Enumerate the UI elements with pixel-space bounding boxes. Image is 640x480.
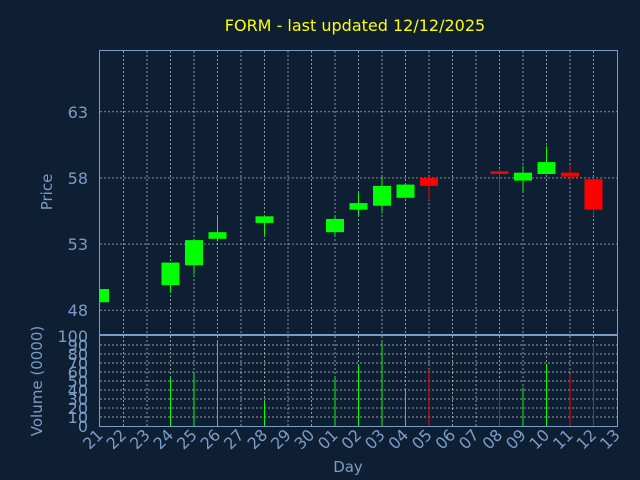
price-axis-ticks: 48 53 58 63 — [68, 103, 88, 320]
candle-body — [561, 172, 579, 177]
volume-tick-label: 100 — [57, 327, 88, 346]
candle-body — [255, 216, 274, 223]
x-tick-label: 13 — [596, 425, 624, 453]
candle-body — [396, 184, 415, 198]
price-panel: 48 53 58 63 Price — [38, 50, 618, 335]
price-tick-label: 63 — [68, 103, 88, 122]
candle-body — [326, 218, 344, 233]
volume-tick-label: 0 — [78, 417, 88, 436]
volume-tick-label: 20 — [68, 399, 88, 418]
volume-bars — [170, 342, 594, 426]
candle-body — [490, 171, 509, 174]
candle-body — [185, 240, 203, 266]
volume-tick-label: 90 — [68, 336, 88, 355]
volume-tick-label: 70 — [68, 354, 88, 373]
volume-panel-frame — [99, 335, 618, 427]
volume-tick-label: 30 — [68, 390, 88, 409]
price-panel-frame — [99, 50, 618, 335]
price-candles — [99, 146, 603, 303]
candle-body — [349, 203, 368, 210]
candle-body — [208, 232, 227, 239]
volume-tick-label: 80 — [68, 345, 88, 364]
candle-body — [373, 185, 391, 206]
price-tick-label: 48 — [68, 301, 88, 320]
volume-tick-label: 10 — [68, 408, 88, 427]
volume-tick-label: 60 — [68, 363, 88, 382]
price-tick-label: 53 — [68, 235, 88, 254]
chart-title: FORM - last updated 12/12/2025 — [225, 16, 485, 35]
candle-body — [514, 172, 532, 181]
price-tick-label: 58 — [68, 169, 88, 188]
candle-body — [161, 262, 180, 286]
volume-tick-label: 50 — [68, 372, 88, 391]
volume-axis-label: Volume (0000) — [28, 326, 46, 436]
candle-body — [584, 179, 603, 210]
x-axis-ticks: 2122232425262728293001020304050607080910… — [79, 425, 624, 453]
candle-body — [537, 162, 556, 174]
price-axis-label: Price — [38, 174, 56, 211]
candle-body — [100, 289, 109, 303]
volume-tick-label: 40 — [68, 381, 88, 400]
candle-body — [420, 177, 438, 186]
x-axis-label: Day — [333, 458, 363, 476]
